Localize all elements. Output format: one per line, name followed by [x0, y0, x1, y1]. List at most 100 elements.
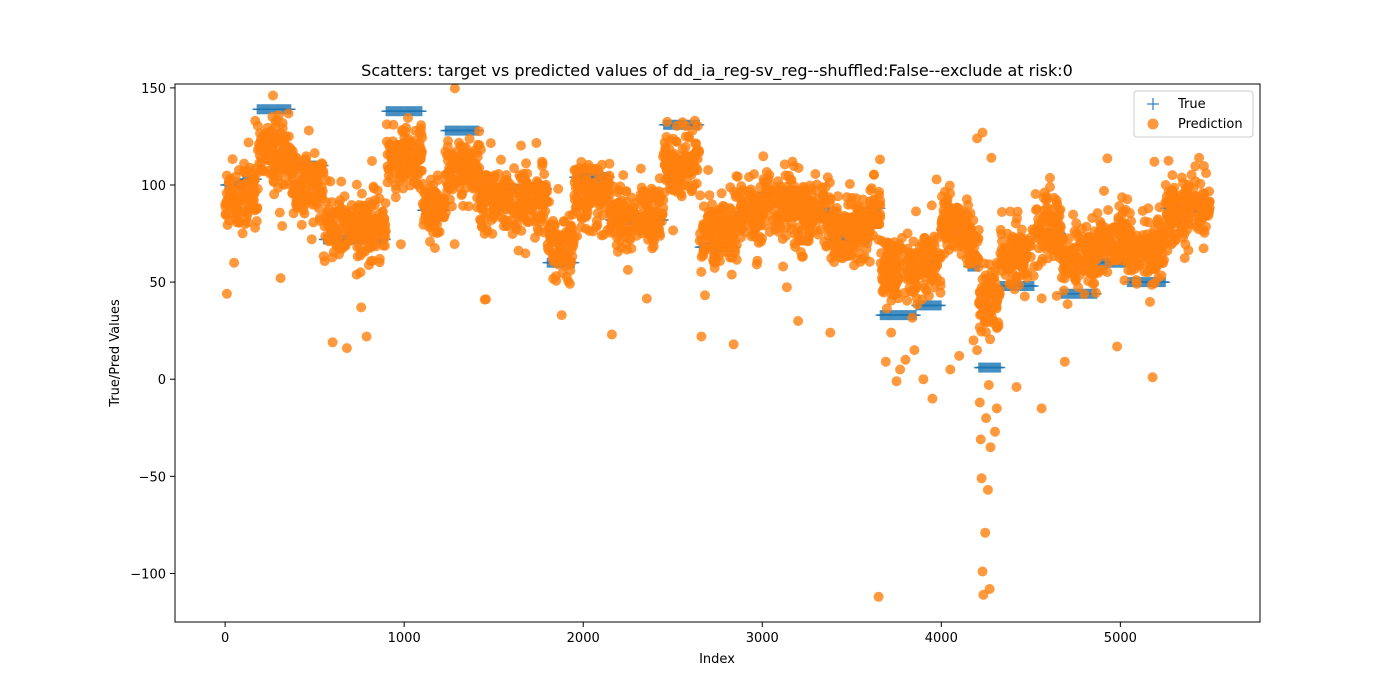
prediction-point	[616, 242, 627, 253]
prediction-point	[251, 204, 262, 215]
prediction-point	[1066, 247, 1077, 258]
prediction-point	[1169, 182, 1180, 193]
prediction-point	[1149, 156, 1160, 167]
prediction-point	[985, 334, 996, 345]
prediction-point	[598, 191, 609, 201]
prediction-point	[642, 200, 653, 210]
prediction-point	[379, 213, 390, 224]
prediction-point	[523, 183, 534, 194]
prediction-point	[1162, 245, 1173, 256]
prediction-point	[1190, 161, 1201, 172]
legend: True Prediction	[1133, 90, 1254, 138]
prediction-point	[449, 83, 460, 94]
prediction-point	[703, 231, 713, 242]
prediction-point	[878, 287, 889, 298]
prediction-point	[336, 176, 347, 187]
prediction-point	[780, 170, 791, 181]
prediction-point	[1148, 245, 1159, 256]
prediction-point	[1093, 267, 1104, 278]
prediction-point	[632, 222, 643, 233]
prediction-point	[604, 170, 615, 181]
prediction-point	[874, 200, 885, 211]
prediction-point	[496, 154, 506, 165]
prediction-point	[1146, 237, 1157, 248]
prediction-point	[657, 208, 668, 219]
prediction-point	[738, 192, 749, 203]
prediction-point	[390, 192, 401, 203]
prediction-point	[426, 221, 437, 232]
prediction-point	[662, 116, 673, 127]
prediction-point	[622, 264, 633, 275]
prediction-point	[615, 181, 626, 192]
prediction-point	[372, 185, 383, 196]
prediction-point	[1059, 356, 1070, 367]
prediction-point	[689, 162, 699, 172]
prediction-point	[605, 227, 616, 238]
prediction-point	[361, 331, 372, 342]
prediction-point	[825, 194, 836, 205]
prediction-point	[1125, 253, 1136, 264]
prediction-point	[313, 203, 324, 214]
prediction-point	[679, 180, 690, 191]
prediction-point	[1091, 287, 1101, 298]
prediction-point	[880, 356, 891, 367]
prediction-point	[647, 186, 658, 197]
prediction-point	[679, 156, 690, 167]
prediction-point	[638, 186, 649, 197]
prediction-point	[386, 154, 397, 165]
prediction-point	[457, 167, 468, 178]
prediction-point	[258, 166, 269, 177]
prediction-point	[539, 188, 550, 199]
chart-title: Scatters: target vs predicted values of …	[361, 61, 1073, 81]
prediction-point	[415, 153, 425, 163]
prediction-point	[227, 154, 238, 165]
prediction-point	[513, 245, 524, 256]
prediction-point	[379, 240, 390, 251]
prediction-point	[449, 239, 460, 250]
prediction-point	[748, 229, 758, 239]
prediction-point	[569, 165, 580, 176]
prediction-point	[1126, 216, 1137, 227]
prediction-point	[444, 194, 455, 205]
prediction-point	[1167, 170, 1178, 181]
prediction-point	[966, 240, 977, 251]
prediction-point	[1057, 246, 1068, 257]
prediction-point	[553, 259, 564, 270]
prediction-point	[1036, 293, 1047, 304]
prediction-point	[474, 126, 485, 137]
prediction-point	[1031, 204, 1042, 215]
prediction-point	[1011, 382, 1022, 392]
prediction-point	[298, 174, 309, 185]
prediction-point	[1124, 224, 1135, 235]
legend-box	[1133, 90, 1254, 138]
prediction-point	[704, 190, 715, 201]
prediction-point	[1102, 153, 1113, 164]
prediction-point	[793, 316, 804, 326]
prediction-point	[761, 167, 772, 177]
prediction-point	[240, 196, 251, 207]
prediction-point	[249, 175, 260, 186]
prediction-point	[610, 217, 621, 228]
prediction-point	[918, 374, 929, 385]
prediction-point	[1112, 341, 1123, 352]
prediction-point	[768, 193, 779, 204]
prediction-point	[551, 229, 561, 240]
prediction-point	[1054, 211, 1065, 221]
prediction-point	[977, 127, 988, 138]
prediction-point	[716, 188, 727, 199]
prediction-point	[1138, 230, 1149, 240]
prediction-point	[689, 115, 700, 126]
prediction-point	[1197, 201, 1207, 211]
prediction-point	[243, 137, 254, 148]
prediction-point	[530, 232, 540, 243]
prediction-point	[1198, 188, 1208, 199]
prediction-point	[918, 260, 929, 271]
prediction-point	[979, 258, 990, 269]
prediction-point	[242, 167, 252, 178]
prediction-point	[1124, 208, 1135, 219]
prediction-point	[810, 169, 821, 179]
prediction-point	[635, 163, 646, 174]
prediction-point	[687, 184, 698, 195]
prediction-point	[1169, 198, 1180, 209]
prediction-point	[714, 256, 725, 267]
